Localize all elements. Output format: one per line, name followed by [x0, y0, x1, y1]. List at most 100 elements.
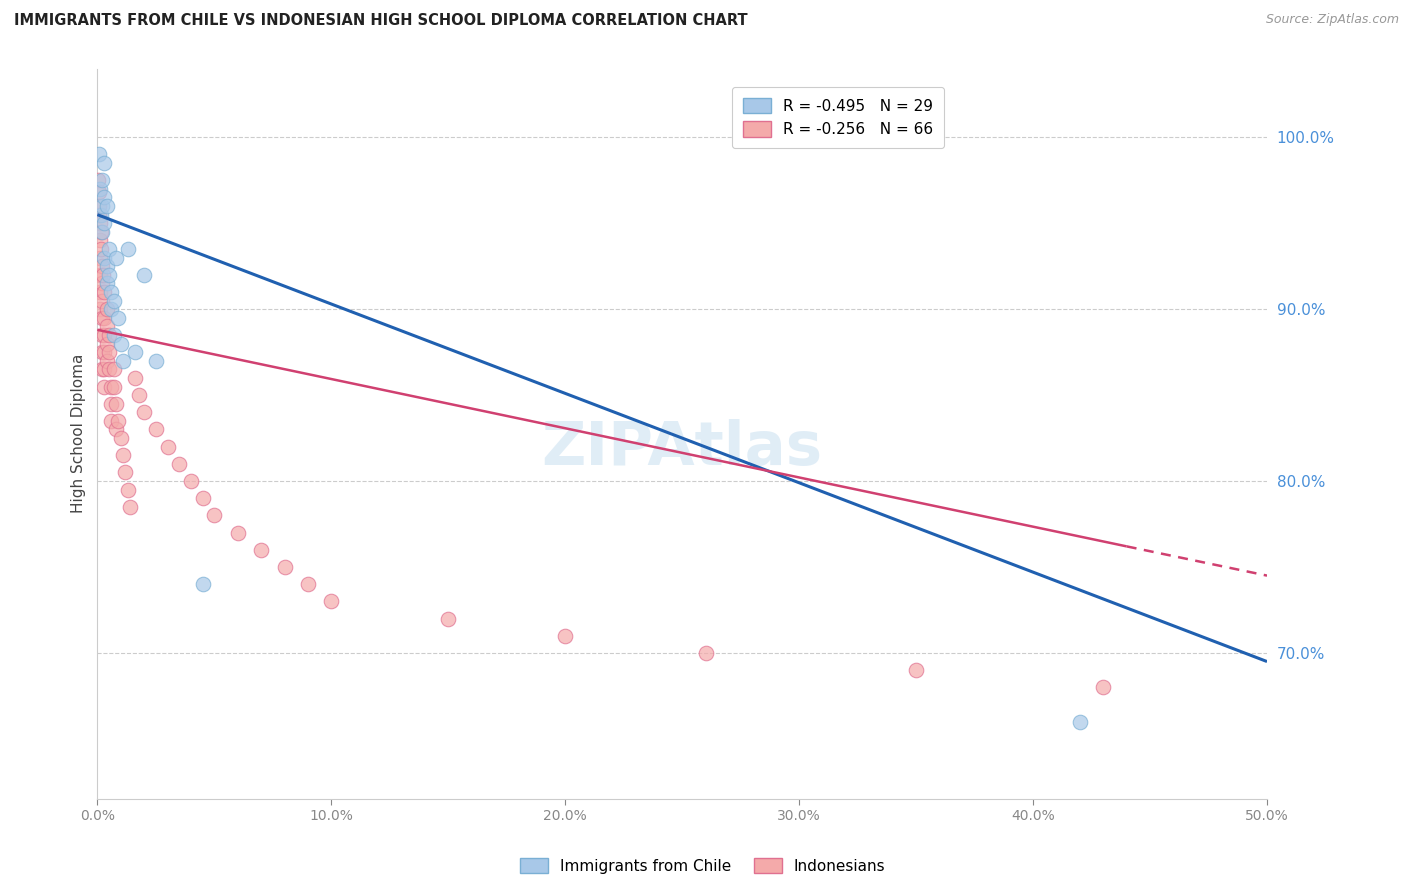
Point [89, 216, 111, 230]
Point [100, 414, 122, 428]
Point [91, 268, 114, 282]
Point [1092, 681, 1115, 695]
Point [103, 362, 125, 376]
Point [112, 353, 135, 368]
Text: Source: ZipAtlas.com: Source: ZipAtlas.com [1265, 13, 1399, 27]
Point [89, 302, 111, 317]
Point [93, 251, 115, 265]
Point [117, 242, 139, 256]
Point [191, 577, 214, 591]
Point [93, 328, 115, 343]
Point [91, 345, 114, 359]
Point [87, 208, 110, 222]
Point [107, 310, 129, 325]
Point [105, 251, 128, 265]
Point [89, 268, 111, 282]
Point [96, 353, 118, 368]
Point [180, 474, 202, 488]
Point [112, 448, 135, 462]
Point [124, 345, 146, 359]
Point [156, 440, 179, 454]
Point [91, 328, 114, 343]
Point [250, 542, 273, 557]
Point [93, 156, 115, 170]
Point [100, 285, 122, 299]
Point [1069, 714, 1091, 729]
Point [167, 457, 190, 471]
Point [98, 328, 121, 343]
Point [117, 483, 139, 497]
Point [321, 594, 343, 608]
Point [110, 431, 132, 445]
Point [273, 560, 295, 574]
Point [89, 199, 111, 213]
Point [93, 190, 115, 204]
Point [110, 336, 132, 351]
Point [96, 199, 118, 213]
Point [202, 508, 225, 523]
Point [93, 379, 115, 393]
Point [90, 242, 112, 256]
Point [100, 302, 122, 317]
Legend: R = -0.495   N = 29, R = -0.256   N = 66: R = -0.495 N = 29, R = -0.256 N = 66 [733, 87, 943, 148]
Point [191, 491, 214, 506]
Point [91, 310, 114, 325]
Point [226, 525, 249, 540]
Point [89, 182, 111, 196]
Point [96, 319, 118, 334]
Y-axis label: High School Diploma: High School Diploma [72, 354, 86, 514]
Point [91, 259, 114, 273]
Point [87, 186, 110, 200]
Point [98, 268, 121, 282]
Point [98, 242, 121, 256]
Point [91, 173, 114, 187]
Point [91, 199, 114, 213]
Point [91, 225, 114, 239]
Point [91, 277, 114, 291]
Point [100, 379, 122, 393]
Point [134, 268, 156, 282]
Point [87, 147, 110, 161]
Point [107, 414, 129, 428]
Legend: Immigrants from Chile, Indonesians: Immigrants from Chile, Indonesians [515, 852, 891, 880]
Point [90, 208, 112, 222]
Point [120, 500, 142, 514]
Text: IMMIGRANTS FROM CHILE VS INDONESIAN HIGH SCHOOL DIPLOMA CORRELATION CHART: IMMIGRANTS FROM CHILE VS INDONESIAN HIGH… [14, 13, 748, 29]
Point [695, 646, 717, 660]
Point [96, 277, 118, 291]
Point [96, 259, 118, 273]
Point [98, 362, 121, 376]
Point [297, 577, 319, 591]
Point [103, 379, 125, 393]
Point [105, 422, 128, 436]
Point [98, 345, 121, 359]
Point [87, 173, 110, 187]
Point [93, 362, 115, 376]
Point [96, 302, 118, 317]
Text: ZIPAtlas: ZIPAtlas [541, 419, 823, 478]
Point [93, 285, 115, 299]
Point [93, 310, 115, 325]
Point [145, 422, 167, 436]
Point [93, 345, 115, 359]
Point [114, 466, 136, 480]
Point [89, 251, 111, 265]
Point [89, 285, 111, 299]
Point [554, 629, 576, 643]
Point [437, 611, 460, 625]
Point [103, 293, 125, 308]
Point [100, 397, 122, 411]
Point [105, 397, 128, 411]
Point [96, 336, 118, 351]
Point [145, 353, 167, 368]
Point [103, 328, 125, 343]
Point [93, 216, 115, 230]
Point [128, 388, 150, 402]
Point [89, 234, 111, 248]
Point [91, 362, 114, 376]
Point [1372, 731, 1395, 746]
Point [134, 405, 156, 419]
Point [905, 663, 928, 677]
Point [91, 293, 114, 308]
Point [90, 225, 112, 239]
